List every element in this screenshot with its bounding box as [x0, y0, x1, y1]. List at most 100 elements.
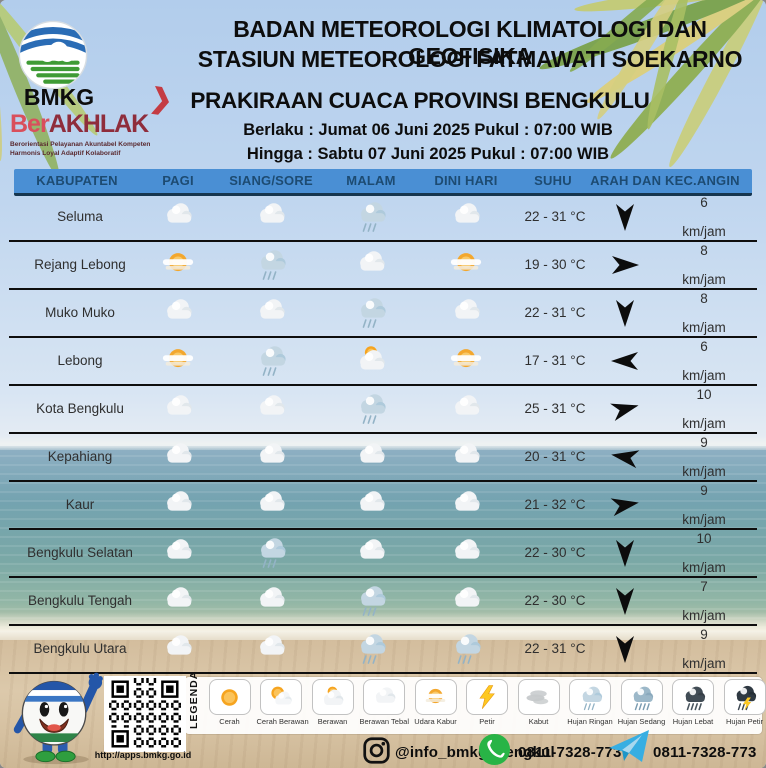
- column-header: KABUPATEN: [36, 173, 118, 188]
- weather-icon-malam: [354, 631, 388, 667]
- column-header: SUHU: [534, 173, 572, 188]
- suhu-value: 22 - 31 °C: [524, 305, 586, 320]
- weather-icon-dini-hari: [449, 439, 483, 475]
- weather-icon-siang-sore: [254, 295, 288, 331]
- wind-speed-unit: km/jam: [682, 512, 726, 527]
- wind-speed: 9: [700, 627, 708, 642]
- weather-icon-malam: [354, 391, 388, 427]
- weather-icon-pagi: [161, 535, 195, 571]
- berakhlak-tagline-line2: Harmonis Loyal Adaptif Kolaboratif: [10, 149, 121, 157]
- wind-speed-unit: km/jam: [682, 560, 726, 575]
- weather-icon-dini-hari: [449, 535, 483, 571]
- forecast-row: Kaur 21 - 32 °C 9 km/jam: [0, 481, 766, 530]
- legend-icon-kabut: [517, 679, 560, 715]
- weather-icon-dini-hari: [449, 631, 483, 667]
- kabupaten-name: Kota Bengkulu: [36, 401, 124, 416]
- wind-speed-unit: km/jam: [682, 320, 726, 335]
- weather-icon-pagi: [161, 583, 195, 619]
- legend-icon-hujan-sedang: [620, 679, 663, 715]
- sea-background: [0, 446, 766, 631]
- row-divider: [9, 384, 757, 386]
- weather-icon-dini-hari: [449, 583, 483, 619]
- legend-icon-berawan: [311, 679, 354, 715]
- column-header: SIANG/SORE: [229, 173, 313, 188]
- legend-item-label: Hujan Lebat: [672, 717, 714, 726]
- instagram-icon: [363, 737, 390, 764]
- bmkg-logo: [18, 20, 88, 90]
- weather-icon-pagi: [161, 343, 195, 379]
- legend-icon-petir: [466, 679, 508, 715]
- legend-item: Berawan Tebal: [360, 679, 409, 726]
- wind-direction-arrow: [608, 536, 642, 570]
- wind-speed: 8: [700, 291, 708, 306]
- palm-leaf-decoration-right: [539, 0, 766, 168]
- weather-icon-pagi: [161, 439, 195, 475]
- forecast-row: Bengkulu Selatan 22 - 30 °C 10 km/jam: [0, 529, 766, 578]
- wind-speed: 6: [700, 339, 708, 354]
- row-divider: [9, 336, 757, 338]
- table-header-bar: KABUPATEN PAGI SIANG/SORE MALAM DINI HARI SUH…: [14, 169, 752, 196]
- weather-icon-pagi: [161, 295, 195, 331]
- row-divider: [9, 528, 757, 530]
- suhu-value: 25 - 31 °C: [524, 401, 586, 416]
- legend-item-label: Berawan: [317, 717, 348, 726]
- weather-icon-siang-sore: [254, 487, 288, 523]
- wind-direction-arrow: [608, 200, 642, 234]
- weather-icon-malam: [354, 439, 388, 475]
- kabupaten-name: Kaur: [65, 497, 95, 512]
- weather-icon-pagi: [161, 631, 195, 667]
- legend-item-label: Cerah: [219, 717, 240, 726]
- row-divider: [9, 432, 757, 434]
- suhu-value: 17 - 31 °C: [524, 353, 586, 368]
- weather-icon-dini-hari: [449, 343, 483, 379]
- legend-item: Kabut: [514, 679, 563, 726]
- weather-icon-malam: [354, 199, 388, 235]
- kabupaten-name: Bengkulu Selatan: [27, 545, 133, 560]
- forecast-row: Kota Bengkulu 25 - 31 °C 10 km/jam: [0, 385, 766, 434]
- legend-item-label: Hujan Sedang: [617, 717, 666, 726]
- legend-item-label: Kabut: [528, 717, 549, 726]
- wind-direction-arrow: [608, 440, 642, 474]
- wind-direction-arrow: [608, 488, 642, 522]
- column-header: MALAM: [346, 173, 396, 188]
- weather-icon-malam: [354, 295, 388, 331]
- legend-item: Cerah Berawan: [256, 679, 309, 726]
- valid-to-text: Hingga : Sabtu 07 Juni 2025 Pukul : 07:0…: [246, 145, 610, 163]
- legend-icon-cerah: [208, 679, 251, 715]
- legend-item: Hujan Sedang: [617, 679, 666, 726]
- legend-title: LEGENDA: [188, 670, 200, 729]
- bmkg-mascot: [13, 672, 103, 765]
- qr-url-text: http://apps.bmkg.go.id: [94, 750, 192, 760]
- suhu-value: 22 - 30 °C: [524, 545, 586, 560]
- wind-speed-unit: km/jam: [682, 272, 726, 287]
- weather-icon-dini-hari: [449, 391, 483, 427]
- suhu-value: 22 - 30 °C: [524, 593, 586, 608]
- page-title: PRAKIRAAN CUACA PROVINSI BENGKULU: [190, 88, 650, 113]
- wind-speed: 6: [700, 195, 708, 210]
- whatsapp-icon: [478, 733, 511, 766]
- weather-icon-malam: [354, 583, 388, 619]
- wind-speed: 10: [696, 531, 712, 546]
- weather-icon-pagi: [161, 391, 195, 427]
- weather-icon-siang-sore: [254, 343, 288, 379]
- suhu-value: 21 - 32 °C: [524, 497, 586, 512]
- row-divider: [9, 480, 757, 482]
- bmkg-logo-text: BMKG: [23, 84, 95, 110]
- wind-direction-arrow: [608, 344, 642, 378]
- weather-icon-siang-sore: [254, 391, 288, 427]
- legend-item-label: Hujan Petir: [725, 717, 764, 726]
- weather-icon-malam: [354, 535, 388, 571]
- legend-item-label: Cerah Berawan: [256, 717, 309, 726]
- row-divider: [9, 624, 757, 626]
- berakhlak-part1: Ber: [10, 110, 50, 138]
- legend-item: Cerah: [205, 679, 254, 726]
- weather-icon-pagi: [161, 247, 195, 283]
- legend-item-label: Hujan Ringan: [567, 717, 613, 726]
- wind-speed: 10: [696, 387, 712, 402]
- wind-speed: 7: [700, 579, 708, 594]
- suhu-value: 22 - 31 °C: [524, 209, 586, 224]
- berakhlak-tagline-line1: Berorientasi Pelayanan Akuntabel Kompete…: [10, 141, 151, 148]
- column-header: DINI HARI: [434, 173, 498, 188]
- forecast-row: Seluma 22 - 31 °C 6 km/jam: [0, 193, 766, 242]
- suhu-value: 22 - 31 °C: [524, 641, 586, 656]
